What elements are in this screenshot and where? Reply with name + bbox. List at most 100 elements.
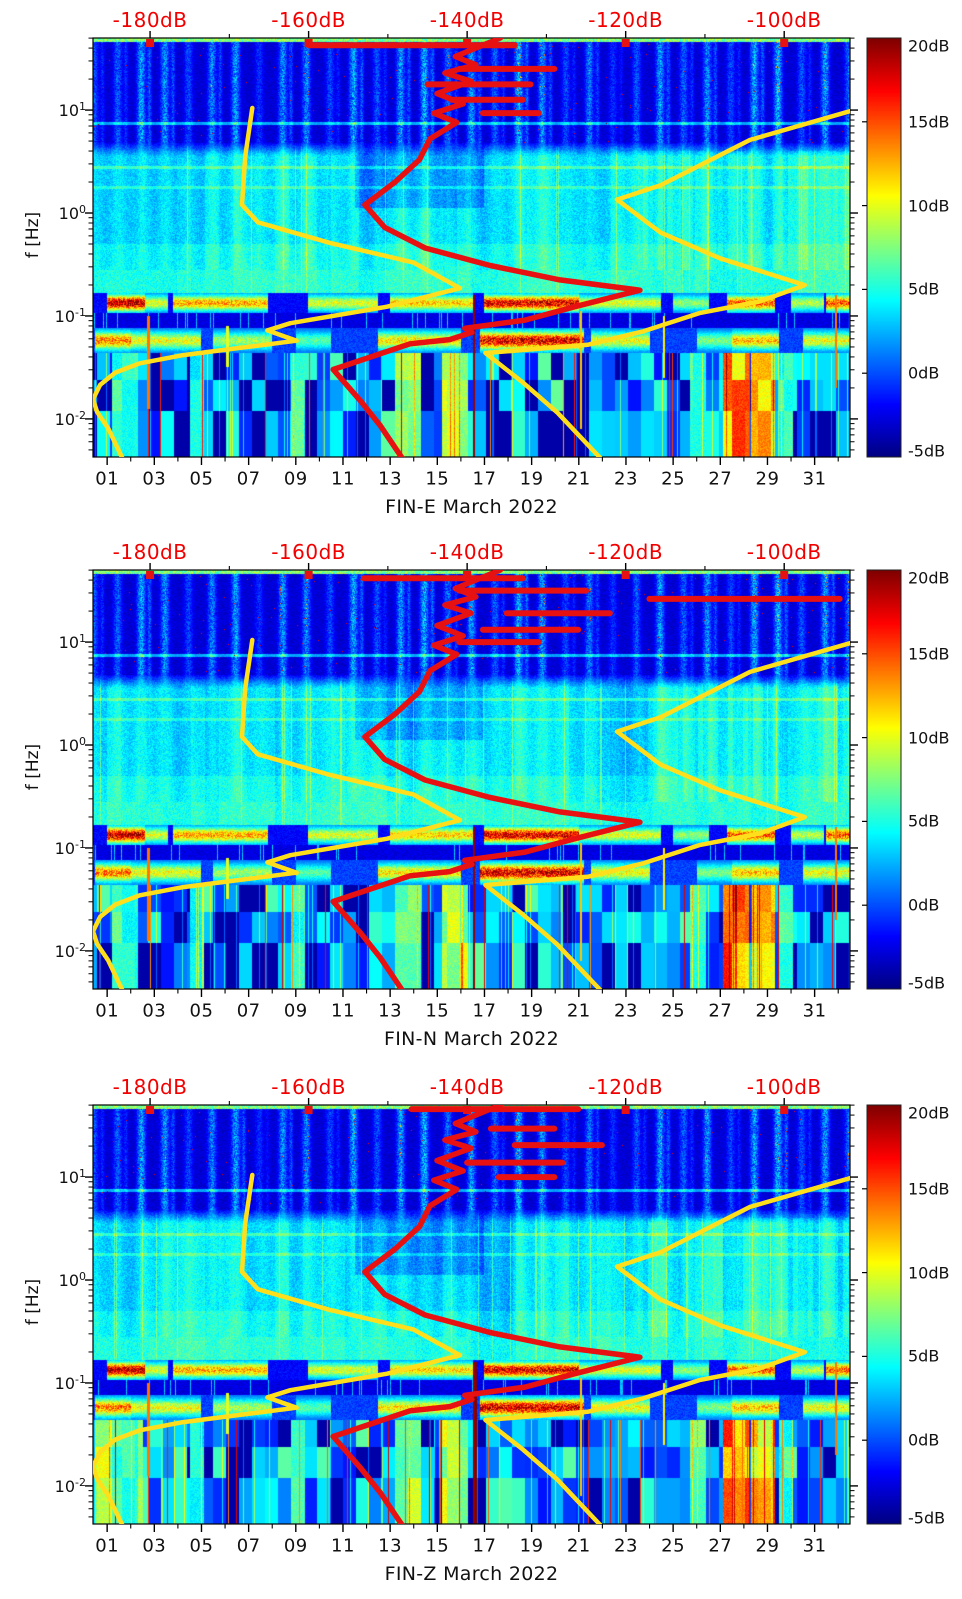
- x-tick-label: 29: [755, 1000, 780, 1022]
- y-tick-exponent: 0: [79, 202, 86, 216]
- x-tick-label: 01: [95, 1000, 120, 1022]
- y-tick-exponent: 1: [79, 1166, 86, 1180]
- x-tick-label: 13: [378, 1000, 403, 1022]
- x-tick-label: 25: [661, 1000, 686, 1022]
- x-tick-label: 01: [95, 468, 120, 490]
- colorbar-tick-label: 15dB: [908, 1179, 950, 1199]
- y-tick-base: 10: [54, 839, 76, 859]
- y-tick-exponent: -2: [75, 940, 86, 954]
- x-tick-label: 27: [708, 1000, 733, 1022]
- top-db-label: -120dB: [588, 540, 664, 564]
- y-tick-label: 101: [0, 100, 86, 120]
- colorbar-tick-label: 10dB: [908, 196, 950, 216]
- x-tick-label: 21: [566, 1000, 591, 1022]
- red-top-axis-marker: [463, 1106, 472, 1114]
- x-tick-label: 11: [331, 1000, 355, 1022]
- top-db-label: -120dB: [588, 1075, 664, 1099]
- red-top-axis-marker: [146, 571, 155, 579]
- y-tick-exponent: 0: [79, 1269, 86, 1283]
- colorbar-frame: [866, 569, 902, 990]
- top-db-label: -180dB: [112, 1075, 188, 1099]
- top-db-label: -140dB: [429, 8, 505, 32]
- y-tick-base: 10: [58, 633, 79, 653]
- yellow-noise-model-curve-right: [483, 108, 850, 457]
- colorbar-tick-label: 20dB: [908, 1103, 950, 1123]
- colorbar: [867, 570, 901, 989]
- x-tick-label: 31: [802, 468, 827, 490]
- red-top-axis-marker: [780, 1106, 789, 1114]
- yellow-noise-model-curve-right: [483, 640, 850, 989]
- x-tick-label: 09: [283, 1000, 308, 1022]
- y-tick-label: 101: [0, 1167, 86, 1187]
- x-tick-label: 15: [425, 1535, 450, 1557]
- yellow-noise-model-curve-left: [93, 1172, 463, 1524]
- top-db-label: -100dB: [746, 540, 822, 564]
- x-tick-label: 23: [614, 1000, 638, 1022]
- red-top-axis-marker: [621, 1106, 630, 1114]
- red-psd-curve: [330, 570, 643, 989]
- y-tick-exponent: -1: [75, 837, 86, 851]
- x-tick-label: 13: [378, 468, 403, 490]
- x-tick-label: 31: [802, 1535, 827, 1557]
- x-tick-label: 03: [142, 1000, 167, 1022]
- red-top-axis-marker: [304, 1106, 313, 1114]
- y-tick-exponent: -1: [75, 305, 86, 319]
- x-tick-label: 15: [425, 468, 450, 490]
- y-tick-base: 10: [58, 101, 79, 121]
- x-tick-label: 19: [519, 1000, 544, 1022]
- yellow-noise-model-curve-right: [483, 1175, 850, 1524]
- colorbar-tick-label: 0dB: [908, 1430, 940, 1450]
- red-psd-curve: [330, 38, 643, 457]
- y-tick-label: 10-2: [0, 1476, 86, 1496]
- y-tick-label: 100: [0, 1270, 86, 1290]
- y-tick-exponent: 1: [79, 99, 86, 113]
- x-tick-label: 25: [661, 1535, 686, 1557]
- y-tick-label: 10-1: [0, 838, 86, 858]
- y-tick-base: 10: [58, 1271, 79, 1291]
- y-tick-label: 10-1: [0, 1373, 86, 1393]
- colorbar-tick-label: -5dB: [908, 1508, 946, 1528]
- colorbar-tick-label: 0dB: [908, 363, 940, 383]
- x-tick-label: 11: [331, 1535, 355, 1557]
- x-tick-label: 31: [802, 1000, 827, 1022]
- red-top-axis-marker: [304, 571, 313, 579]
- x-tick-label: 29: [755, 468, 780, 490]
- x-tick-label: 23: [614, 468, 638, 490]
- y-tick-base: 10: [54, 1374, 76, 1394]
- colorbar-frame: [866, 37, 902, 458]
- x-tick-label: 25: [661, 468, 686, 490]
- top-db-label: -180dB: [112, 8, 188, 32]
- x-tick-label: 09: [283, 468, 308, 490]
- y-tick-label: 10-1: [0, 306, 86, 326]
- red-top-axis-marker: [780, 571, 789, 579]
- red-top-axis-marker: [621, 571, 630, 579]
- colorbar-tick-label: 15dB: [908, 644, 950, 664]
- x-tick-label: 03: [142, 1535, 167, 1557]
- x-tick-label: 23: [614, 1535, 638, 1557]
- spectrogram-heatmap: [93, 1105, 850, 1524]
- x-tick-label: 19: [519, 1535, 544, 1557]
- colorbar-tick-label: 15dB: [908, 112, 950, 132]
- y-tick-base: 10: [54, 942, 76, 962]
- x-tick-label: 03: [142, 468, 167, 490]
- plot-frame: [92, 1104, 851, 1525]
- yellow-noise-model-curve-left: [93, 637, 463, 989]
- y-tick-exponent: 1: [79, 631, 86, 645]
- x-tick-label: 13: [378, 1535, 403, 1557]
- colorbar-tick-label: 0dB: [908, 895, 940, 915]
- colorbar: [867, 1105, 901, 1524]
- colorbar-tick-label: 5dB: [908, 1346, 940, 1366]
- colorbar-tick-label: -5dB: [908, 441, 946, 461]
- x-tick-label: 05: [189, 1535, 214, 1557]
- y-tick-label: 10-2: [0, 941, 86, 961]
- top-db-label: -140dB: [429, 1075, 505, 1099]
- y-tick-exponent: 0: [79, 734, 86, 748]
- x-tick-label: 27: [708, 468, 733, 490]
- y-axis-title: f [Hz]: [23, 1278, 43, 1326]
- colorbar-tick-label: -5dB: [908, 973, 946, 993]
